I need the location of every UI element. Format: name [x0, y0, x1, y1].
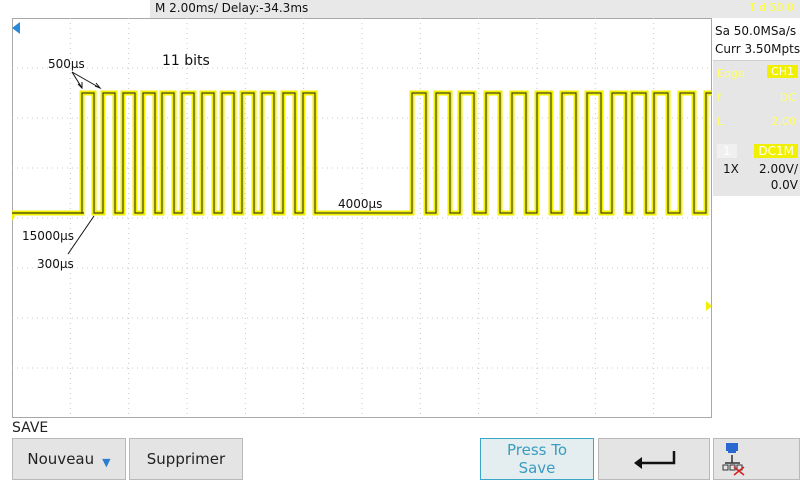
nouveau-button[interactable]: Nouveau ▼ — [12, 438, 126, 480]
back-button[interactable] — [598, 438, 710, 480]
trigger-status: T'd 50.0 — [749, 1, 794, 14]
vertical-offset: 0.0V — [770, 178, 798, 192]
bits-annotation: 11 bits — [162, 53, 210, 69]
network-status[interactable] — [713, 438, 800, 480]
trigger-slope-icon: f — [717, 91, 721, 104]
press-to-save-line2: Save — [518, 459, 556, 477]
topbar-trigger-area — [710, 0, 800, 18]
trigger-level-label: L — [717, 115, 724, 128]
vertical-scale: 2.00V/ — [759, 162, 798, 176]
memory-depth: Curr 3.50Mpts — [715, 42, 800, 56]
nouveau-label: Nouveau — [27, 450, 95, 468]
pulse-arrow-left — [71, 71, 83, 89]
annotation-arrows — [67, 71, 102, 255]
pulse-arrowhead-right — [94, 82, 102, 90]
timebase-readout: M 2.00ms/ Delay:-34.3ms — [155, 1, 309, 15]
lan-icon — [722, 443, 745, 476]
supprimer-label: Supprimer — [146, 450, 226, 468]
start-low-annotation: 15000µs — [22, 229, 74, 243]
topbar-left-area — [0, 0, 150, 18]
ch1-trace-line — [12, 92, 712, 214]
short-low-annotation: 300µs — [37, 257, 74, 271]
supprimer-button[interactable]: Supprimer — [129, 438, 243, 480]
press-to-save-button[interactable]: Press To Save — [480, 438, 594, 480]
right-info-panel: Sa 50.0MSa/s Curr 3.50Mpts Edge CH1 f DC… — [713, 18, 800, 418]
probe-ratio: 1X — [723, 162, 739, 176]
trigger-position-marker[interactable] — [12, 22, 20, 34]
trigger-level-marker[interactable] — [706, 301, 712, 311]
trigger-type: Edge — [717, 67, 745, 80]
ch1-trace — [12, 90, 712, 216]
trigger-source-badge: CH1 — [767, 65, 798, 78]
return-arrow-icon — [634, 451, 676, 469]
waveform-display[interactable]: 11 bits 500µs 15000µs 300µs 4000µs — [12, 18, 712, 418]
channel-settings-box[interactable]: 1 DC1M 1X 2.00V/ 0.0V — [713, 142, 800, 196]
graticule — [12, 18, 712, 418]
pulse-arrowhead-left — [77, 82, 83, 90]
channel-number-badge: 1 — [717, 144, 737, 158]
chevron-down-icon: ▼ — [102, 455, 111, 469]
short-low-arrow — [67, 215, 95, 255]
trigger-level: 2.00 — [771, 115, 797, 128]
ch1-ground-marker[interactable] — [12, 211, 15, 223]
press-to-save-line1: Press To — [506, 441, 568, 459]
trigger-coupling: DC — [779, 91, 796, 104]
topbar-timebase-area[interactable] — [150, 0, 710, 18]
pulse-arrow-right — [71, 71, 101, 89]
trigger-settings-box[interactable]: Edge CH1 f DC L 2.00 — [713, 60, 800, 152]
pulse-width-annotation: 500µs — [48, 57, 85, 71]
sample-rate: Sa 50.0MSa/s — [715, 24, 797, 38]
gap-annotation: 4000µs — [338, 197, 382, 211]
coupling-badge: DC1M — [754, 144, 798, 158]
top-status-bar: M 2.00ms/ Delay:-34.3ms T'd 50.0 — [0, 0, 800, 18]
menu-title: SAVE — [12, 420, 49, 436]
